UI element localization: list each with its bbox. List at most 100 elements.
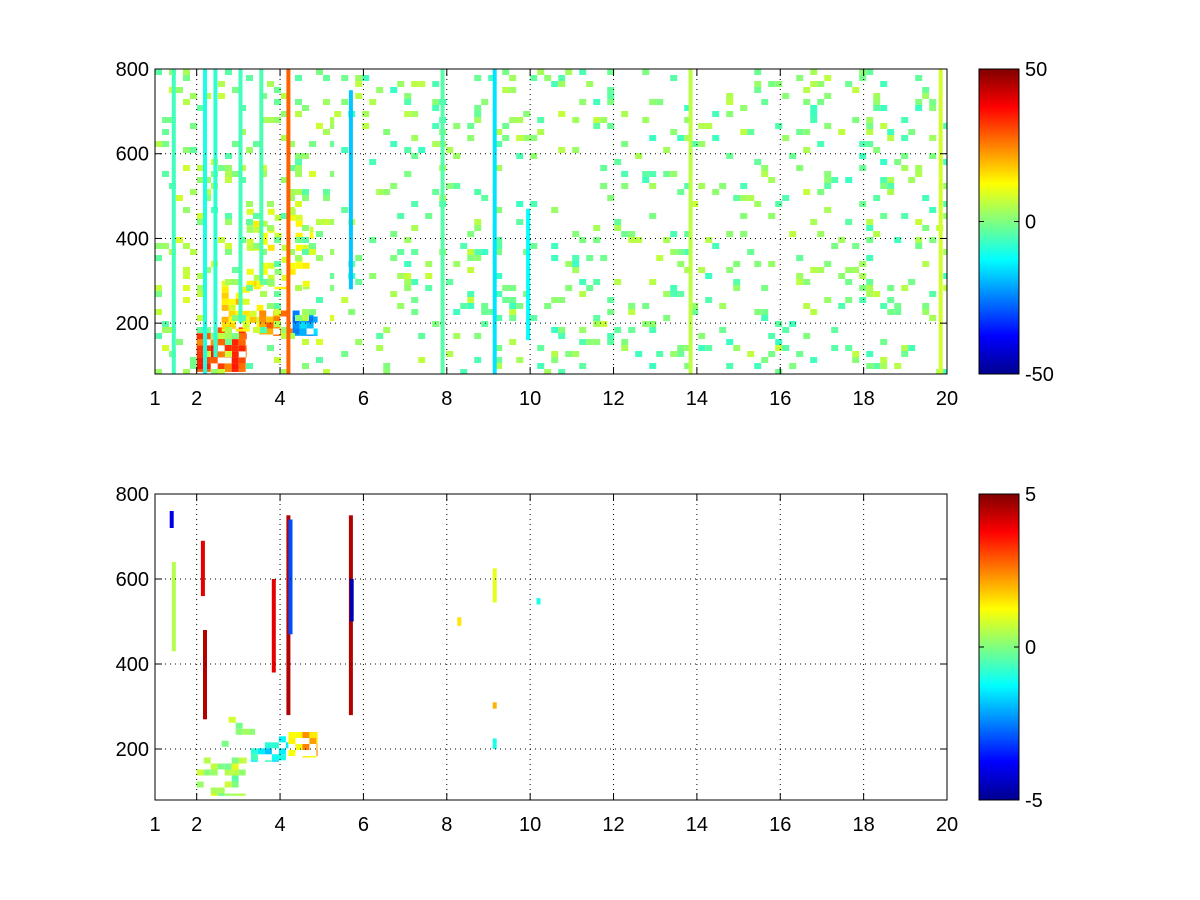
heatmap-cell-286 [330,249,335,255]
heatmap-cell-393 [551,81,559,87]
heatmap-cell-231 [204,177,211,183]
top-grid [155,69,947,374]
heatmap-cell-560 [649,171,657,177]
heatmap-cell-238 [204,189,211,195]
heatmap-cell-912 [894,363,902,369]
heatmap-cell-397 [768,81,776,87]
bottom-colorbar-ticks: 5 0 -5 [979,484,1043,812]
heatmap-cell-24 [196,351,204,358]
heatmap-cell-186 [162,117,169,123]
heatmap-cell-17 [231,781,239,788]
heatmap-cell-743 [796,279,804,285]
heatmap-cell-738 [579,279,587,285]
heatmap-cell-872 [831,345,839,351]
heatmap-cell-425 [481,99,489,105]
heatmap-cell-521 [817,141,825,147]
heatmap-cell-204 [309,141,316,147]
heatmap-cell-545 [754,159,762,165]
heatmap-cell-46 [231,369,239,372]
heatmap-cell-217 [225,165,232,171]
heatmap-cell-810 [691,309,699,315]
x-tick-label: 2 [191,814,202,836]
heatmap-cell-58 [302,756,310,758]
heatmap-cell-314 [267,303,274,309]
heatmap-cell-110 [295,232,303,239]
heatmap-cell-53 [295,744,303,750]
heatmap-cell-526 [418,147,426,153]
heatmap-cell-209 [225,153,232,159]
heatmap-cell-173 [204,93,211,99]
colorbar-tick-label: 50 [1025,59,1047,81]
heatmap-cell-210 [295,153,302,159]
heatmap-cell-66 [221,316,229,323]
heatmap-cell-562 [670,171,678,177]
heatmap-cell-486 [943,123,947,129]
heatmap-cell-914 [460,369,468,374]
heatmap-cell-342 [288,333,295,339]
heatmap-cell-508 [684,135,692,141]
heatmap-cell-6 [224,763,232,770]
heatmap-cell-442 [810,105,818,111]
heatmap-cell-420 [341,99,349,105]
heatmap-cell-482 [775,123,783,129]
heatmap-cell-766 [579,291,587,297]
heatmap-cell-525 [404,147,412,153]
top-colorbar-ticks: 50 0 -50 [979,59,1054,386]
heatmap-cell-641 [922,225,930,231]
heatmap-cell-744 [803,279,811,285]
heatmap-cell-340 [232,333,239,339]
heatmap-cell-728 [495,273,503,279]
heatmap-cell-612 [775,201,783,207]
heatmap-stripe-5 [286,515,291,716]
heatmap-cell-19 [217,787,225,794]
heatmap-cell-5 [217,763,225,770]
heatmap-cell-261 [316,219,323,225]
heatmap-cell-323 [295,315,302,321]
heatmap-cell-131 [253,274,261,281]
heatmap-cell-828 [642,321,650,327]
x-tick-label: 2 [191,388,202,410]
heatmap-cell-661 [635,237,643,243]
heatmap-cell-771 [873,291,881,297]
heatmap-cell-299 [232,279,239,285]
x-tick-label: 8 [441,814,452,836]
heatmap-cell-317 [274,309,281,315]
heatmap-stripe-0 [171,69,176,374]
heatmap-cell-130 [288,268,296,275]
heatmap-cell-434 [817,99,825,105]
y-tick-label: 600 [116,569,149,591]
heatmap-cell-577 [600,183,608,189]
heatmap-cell-347 [162,345,169,351]
heatmap-cell-455 [621,111,629,117]
heatmap-cell-665 [866,237,874,243]
heatmap-cell-40 [271,754,279,761]
heatmap-cell-28 [242,728,250,735]
heatmap-cell-504 [523,135,531,141]
heatmap-cell-33 [210,357,218,364]
heatmap-cell-702 [404,261,412,267]
heatmap-cell-14 [231,775,239,782]
heatmap-cell-4 [210,763,218,770]
heatmap-cell-535 [516,153,524,159]
heatmap-cell-768 [670,291,678,297]
heatmap-cell-330 [197,327,204,333]
heatmap-cell-833 [551,327,559,333]
heatmap-cell-513 [929,135,937,141]
heatmap-cell-52 [316,738,318,744]
heatmap-cell-904 [649,363,657,369]
heatmap-cell-512 [901,135,909,141]
heatmap-cell-590 [432,189,440,195]
heatmap-cell-83 [273,316,281,323]
heatmap-cell-719 [810,267,818,273]
heatmap-cell-706 [572,261,580,267]
heatmap-cell-681 [474,249,482,255]
heatmap-cell-581 [698,183,706,189]
heatmap-cell-757 [859,285,867,291]
heatmap-cell-580 [684,183,692,189]
heatmap-cell-9 [203,769,211,776]
heatmap-cell-327 [274,321,281,327]
heatmap-cell-214 [183,165,190,171]
heatmap-cell-829 [649,321,657,327]
heatmap-cell-524 [341,147,349,153]
